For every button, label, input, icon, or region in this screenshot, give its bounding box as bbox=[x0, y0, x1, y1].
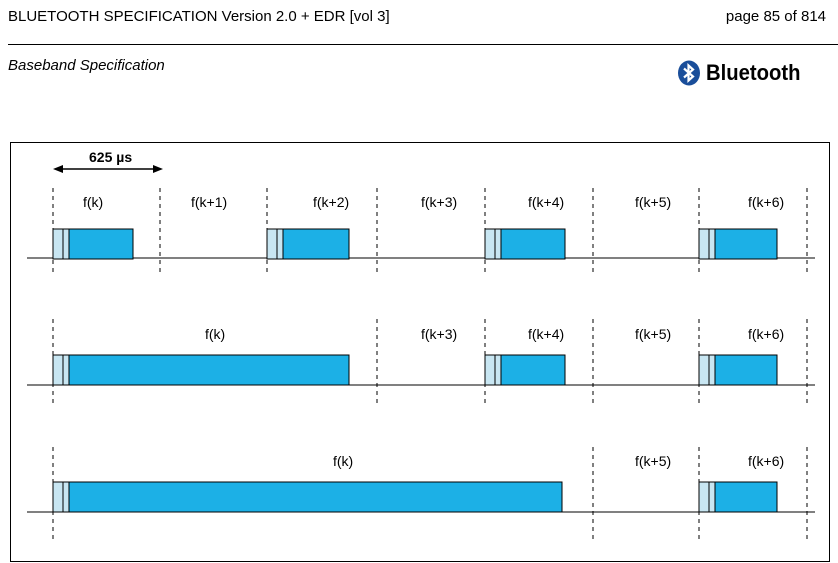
packet-slot-6 bbox=[698, 354, 778, 386]
hop-label: f(k+6) bbox=[748, 326, 784, 342]
page-number: page 85 of 814 bbox=[725, 8, 826, 25]
section-subtitle: Baseband Specification bbox=[8, 57, 165, 74]
packet-slot-6 bbox=[698, 228, 778, 260]
hop-label: f(k+4) bbox=[528, 326, 564, 342]
hop-label: f(k+5) bbox=[635, 453, 671, 469]
frequency-hopping-figure: 625 µs f(k) f(k+1) f(k+2) f(k+3) f(k+4) … bbox=[10, 142, 830, 562]
packet-three-slot bbox=[52, 354, 350, 386]
page-header-title: BLUETOOTH SPECIFICATION Version 2.0 + ED… bbox=[8, 8, 390, 25]
duration-arrow: 625 µs bbox=[53, 149, 163, 173]
bluetooth-icon bbox=[678, 60, 700, 86]
hop-label: f(k) bbox=[205, 326, 225, 342]
hop-label: f(k+2) bbox=[313, 194, 349, 210]
packet-slot-2 bbox=[266, 228, 350, 260]
row-five-slot: f(k) f(k+5) f(k+6) bbox=[27, 447, 815, 541]
logo-text: Bluetooth bbox=[706, 60, 801, 85]
row-three-slot: f(k) f(k+3) f(k+4) f(k+5) f(k+6) bbox=[27, 319, 815, 405]
hop-label: f(k) bbox=[83, 194, 103, 210]
header-divider bbox=[8, 44, 838, 45]
hop-label: f(k) bbox=[333, 453, 353, 469]
hop-label: f(k+6) bbox=[748, 194, 784, 210]
duration-label: 625 µs bbox=[89, 149, 132, 165]
packet-slot-0 bbox=[52, 228, 134, 260]
hop-label: f(k+6) bbox=[748, 453, 784, 469]
packet-slot-4 bbox=[484, 228, 566, 260]
packet-slot-6 bbox=[698, 481, 778, 513]
hop-label: f(k+5) bbox=[635, 194, 671, 210]
packet-slot-4 bbox=[484, 354, 566, 386]
bluetooth-logo: Bluetooth bbox=[676, 60, 809, 86]
hop-label: f(k+5) bbox=[635, 326, 671, 342]
packet-five-slot bbox=[52, 481, 563, 513]
hop-label: f(k+4) bbox=[528, 194, 564, 210]
hop-label: f(k+1) bbox=[191, 194, 227, 210]
hop-label: f(k+3) bbox=[421, 326, 457, 342]
slot-timing-diagram: 625 µs f(k) f(k+1) f(k+2) f(k+3) f(k+4) … bbox=[27, 149, 815, 541]
row-single-slot: f(k) f(k+1) f(k+2) f(k+3) f(k+4) f(k+5) … bbox=[27, 188, 815, 276]
hop-label: f(k+3) bbox=[421, 194, 457, 210]
